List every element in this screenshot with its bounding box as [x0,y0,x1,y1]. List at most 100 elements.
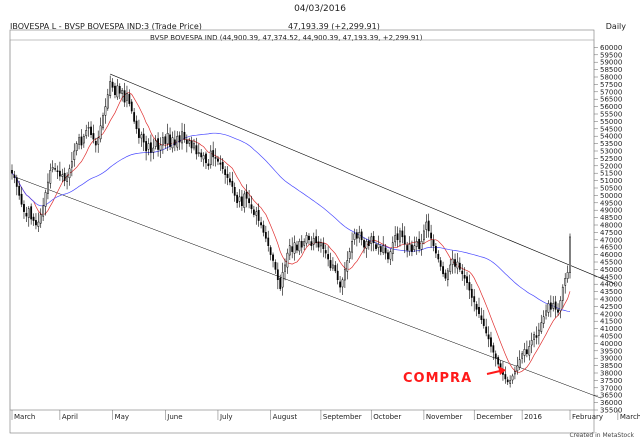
candle-body [537,329,540,336]
candle-body [561,286,564,301]
x-tick-label: December [476,413,512,421]
candle-body [80,136,83,146]
y-tick-label: 43500 [600,288,622,296]
y-tick-label: 39500 [600,347,622,355]
candle-body [288,245,291,256]
candle-body [42,205,45,217]
y-tick-label: 53000 [600,148,622,156]
ohlc-line: BVSP BOVESPA IND (44,900.39, 47,374.52, … [150,34,423,42]
candle-body [219,162,222,165]
candle-body [207,163,210,167]
candle-body [478,306,480,315]
candle-body [518,359,521,368]
y-tick-label: 56500 [600,96,622,104]
y-tick-label: 43000 [600,296,622,304]
y-tick-label: 35500 [600,407,622,415]
candle-body [97,137,100,145]
x-tick-label: May [115,413,129,421]
instrument-title: IBOVESPA L - BVSP BOVESPA IND:3 (Trade P… [10,22,202,31]
candle-body [226,173,229,178]
candle-body [466,276,468,283]
candle-body [454,259,456,267]
candle-body [130,101,133,112]
y-tick-label: 47500 [600,229,622,237]
candle-body [75,143,78,152]
candle-body [264,232,267,239]
y-tick-label: 42500 [600,303,622,311]
candle-body [267,237,270,246]
candle-body [152,147,155,153]
candle-body [425,221,428,230]
candle-body [475,303,478,310]
candle-body [238,196,241,202]
candle-body [205,153,207,164]
plot-frame [9,39,595,411]
candle-body [154,140,157,147]
candle-body [224,169,227,175]
candle-body [382,245,385,253]
candle-body [51,167,54,170]
candle-body [291,246,294,252]
candle-body [114,85,116,96]
candle-body [61,174,64,177]
x-tick-label: March [620,413,640,421]
candle-body [303,241,306,246]
candle-body [298,241,301,252]
candle-body [30,206,33,220]
candle-body [451,258,454,265]
y-tick-label: 56000 [600,103,622,111]
y-tick-label: 44500 [600,273,622,281]
candle-body [389,251,392,260]
candle-body [193,143,195,149]
y-tick-label: 46500 [600,244,622,252]
y-tick-label: 60000 [600,44,622,52]
candle-body [90,126,92,135]
candle-body [461,270,464,275]
candle-body [188,140,191,144]
candle-body [442,266,444,275]
candle-body [94,141,97,146]
candle-body [214,157,217,159]
candle-body [540,322,543,332]
candle-body [406,245,409,251]
candle-body [78,137,80,145]
candle-body [434,246,437,254]
candle-body [367,240,370,246]
y-tick-label: 48000 [600,222,622,230]
candle-body [63,172,66,181]
candle-body [549,302,552,310]
candle-body [147,143,150,150]
candle-body [360,231,363,241]
candle-body [66,175,68,182]
candle-body [377,243,380,248]
candle-body [355,232,358,239]
candle-body [82,135,85,144]
candle-body [375,244,377,249]
y-tick-label: 50000 [600,192,622,200]
candle-body [391,242,394,254]
candle-body [47,181,49,194]
y-tick-label: 45500 [600,259,622,267]
y-tick-label: 37500 [600,377,622,385]
candle-body [492,345,495,353]
candle-body [432,239,435,246]
candle-body [37,221,40,227]
candle-body [535,335,538,338]
y-tick-label: 45000 [600,266,622,274]
candle-body [339,281,341,288]
candle-body [11,169,13,174]
candle-body [135,120,138,130]
candle-body [504,374,507,380]
x-tick-label: 2016 [524,413,542,421]
y-tick-label: 40000 [600,340,622,348]
candle-body [473,296,476,303]
candle-body [387,252,389,260]
candle-body [511,375,514,381]
lower-trendline [16,177,602,399]
y-tick-label: 53500 [600,140,622,148]
candle-body [260,222,262,226]
x-tick-label: August [273,413,298,421]
candle-body [566,272,569,279]
candle-body [379,246,382,252]
candle-body [449,264,452,272]
